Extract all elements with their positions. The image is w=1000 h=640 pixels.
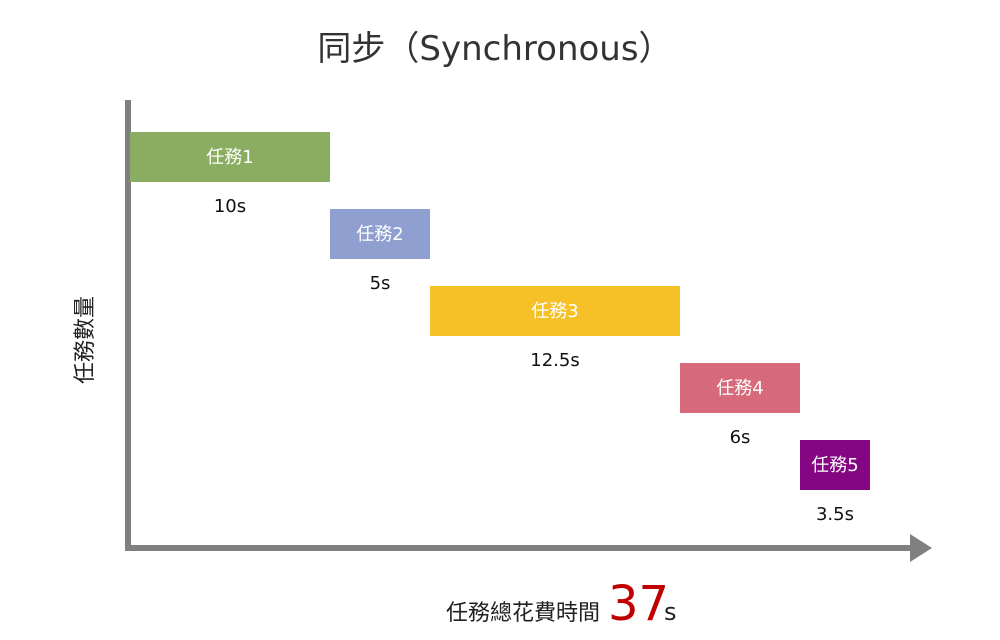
task-bar-4 (680, 363, 800, 413)
task-bar-1 (130, 132, 330, 182)
task-bar-label-3: 任務3 (531, 301, 578, 322)
chart-axes (125, 100, 932, 562)
y-axis-label: 任務數量 (73, 296, 98, 384)
total-time: 任務總花費時間 37 s (446, 576, 677, 632)
task-duration-label-5: 3.5s (816, 504, 854, 525)
total-time-value: 37 (608, 576, 669, 632)
chart-title: 同步（Synchronous） (317, 29, 672, 69)
task-bar-label-4: 任務4 (716, 378, 763, 399)
task-bar-2 (330, 209, 430, 259)
task-bars: 任務1 10s 任務2 5s 任務3 12.5s 任務4 6s 任務5 3.5s (130, 132, 870, 525)
task-duration-label-1: 10s (214, 196, 246, 217)
task-bar-3 (430, 286, 680, 336)
task-duration-label-3: 12.5s (530, 350, 579, 371)
task-duration-label-2: 5s (370, 273, 391, 294)
task-bar-label-5: 任務5 (811, 455, 858, 476)
total-time-unit: s (664, 598, 677, 626)
total-time-label: 任務總花費時間 (446, 601, 600, 626)
task-duration-label-4: 6s (730, 427, 751, 448)
task-bar-5 (800, 440, 870, 490)
task-bar-label-2: 任務2 (356, 224, 403, 245)
x-axis-arrow-icon (910, 534, 932, 562)
task-bar-label-1: 任務1 (206, 147, 253, 168)
